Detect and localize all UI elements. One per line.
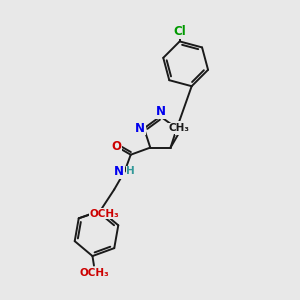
Text: N: N bbox=[135, 122, 145, 135]
Text: OCH₃: OCH₃ bbox=[89, 209, 119, 219]
Text: Cl: Cl bbox=[173, 26, 186, 38]
Text: N: N bbox=[155, 105, 165, 118]
Text: H: H bbox=[126, 167, 135, 176]
Text: N: N bbox=[176, 122, 186, 135]
Text: CH₃: CH₃ bbox=[168, 123, 189, 133]
Text: O: O bbox=[112, 140, 122, 153]
Text: N: N bbox=[114, 165, 124, 178]
Text: OCH₃: OCH₃ bbox=[79, 268, 109, 278]
